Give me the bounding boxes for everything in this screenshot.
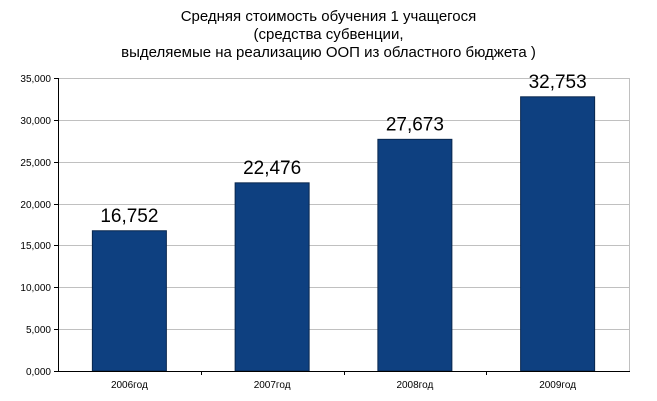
x-tick-label: 2008год — [396, 380, 433, 391]
y-tick-label: 15,000 — [20, 241, 51, 252]
x-tick-label: 2006год — [111, 380, 148, 391]
y-tick-label: 20,000 — [20, 200, 51, 211]
data-label: 22,476 — [243, 158, 301, 179]
y-tick-label: 0,000 — [26, 367, 51, 378]
data-label: 16,752 — [100, 206, 158, 227]
labels: 0,000 5,000 10,000 15,000 20,000 25,000 30,000… — [20, 72, 586, 391]
bar — [377, 138, 453, 372]
y-tick-label: 10,000 — [20, 283, 51, 294]
chart-title-line-2: (средства субвенции, — [253, 26, 404, 43]
bar — [520, 96, 596, 372]
y-tick-label: 5,000 — [26, 325, 51, 336]
data-label: 32,753 — [529, 72, 587, 93]
chart-title: Средняя стоимость обучения 1 учащегося (… — [0, 8, 657, 62]
y-tick-label: 35,000 — [20, 74, 51, 85]
y-tick-label: 25,000 — [20, 158, 51, 169]
axes — [54, 78, 630, 375]
bar — [91, 230, 167, 372]
chart-title-line-3: выделяемые на реализацию ООП из областно… — [121, 44, 536, 61]
chart-title-line-1: Средняя стоимость обучения 1 учащегося — [180, 8, 477, 25]
bars — [91, 96, 596, 372]
x-tick-label: 2007год — [254, 380, 291, 391]
data-label: 27,673 — [386, 114, 444, 135]
y-tick-label: 30,000 — [20, 116, 51, 127]
bar — [234, 182, 310, 372]
x-tick-label: 2009год — [539, 380, 576, 391]
